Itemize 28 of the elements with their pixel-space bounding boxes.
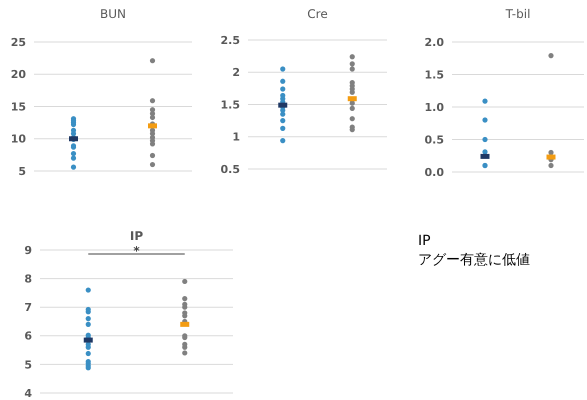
y-tick-label: 0.5 <box>424 133 444 146</box>
y-tick-label: 5 <box>24 358 32 372</box>
y-tick-label: 5 <box>18 164 26 178</box>
y-tick-label: 0.0 <box>424 166 444 179</box>
y-tick-label: 1 <box>232 130 240 144</box>
y-tick-label: 10 <box>10 132 26 146</box>
text: アグー有意に低値 <box>418 252 530 268</box>
y-tick-label: 20 <box>10 68 26 82</box>
text: IP <box>418 233 431 249</box>
y-tick-label: 2 <box>232 66 240 80</box>
y-tick-label: 0.5 <box>220 162 240 176</box>
chart-title: T-bil <box>504 7 530 21</box>
chart-title: IP <box>130 229 144 243</box>
chart-title: Cre <box>307 7 328 21</box>
y-tick-label: 25 <box>10 36 26 49</box>
chart-title: BUN <box>100 7 126 21</box>
annotation: * <box>133 244 140 258</box>
y-tick-label: 1.5 <box>424 68 444 82</box>
y-tick-label: 2.5 <box>220 34 240 47</box>
y-tick-label: 1.5 <box>220 98 240 112</box>
y-tick-label: 4 <box>24 386 32 400</box>
y-tick-label: 2.0 <box>424 36 444 49</box>
y-tick-label: 8 <box>24 272 32 286</box>
y-tick-label: 1.0 <box>424 100 444 114</box>
y-tick-label: 6 <box>24 330 32 343</box>
y-tick-label: 9 <box>24 244 32 257</box>
y-tick-label: 7 <box>24 301 32 314</box>
y-tick-label: 15 <box>10 100 26 114</box>
